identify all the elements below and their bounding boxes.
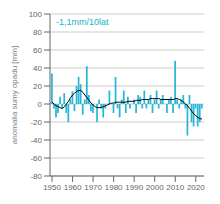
svg-text:-80: -80 (30, 172, 42, 181)
svg-text:1960: 1960 (64, 183, 82, 192)
svg-text:60: 60 (33, 46, 42, 55)
svg-text:anomalia sumy opadu [mm]: anomalia sumy opadu [mm] (10, 46, 19, 144)
svg-text:-20: -20 (30, 118, 42, 127)
svg-text:-60: -60 (30, 154, 42, 163)
svg-text:20: 20 (33, 82, 42, 91)
svg-text:0: 0 (38, 100, 43, 109)
svg-text:80: 80 (33, 28, 42, 37)
html-text:-1,1mm/10lat: -1,1mm/10lat (56, 17, 109, 27)
svg-text:1980: 1980 (105, 183, 123, 192)
svg-text:40: 40 (33, 64, 42, 73)
svg-text:100: 100 (29, 10, 43, 19)
svg-text:2000: 2000 (146, 183, 164, 192)
svg-text:-40: -40 (30, 136, 42, 145)
svg-text:2010: 2010 (166, 183, 184, 192)
svg-text:1970: 1970 (84, 183, 102, 192)
svg-text:1950: 1950 (43, 183, 61, 192)
svg-text:1990: 1990 (125, 183, 143, 192)
svg-text:2020: 2020 (187, 183, 205, 192)
